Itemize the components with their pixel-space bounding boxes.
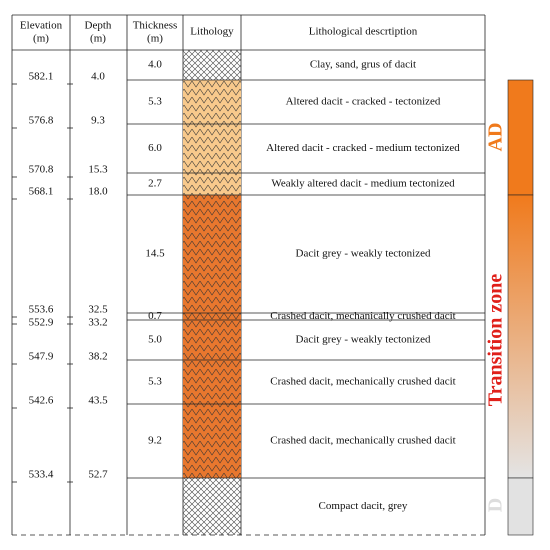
- lithology-pattern: [183, 320, 241, 360]
- lithology-pattern: [183, 313, 241, 320]
- zone-bar: [507, 194, 534, 479]
- zone-bar: [507, 477, 534, 536]
- elevation-label: 533.4: [29, 469, 54, 481]
- depth-label: 9.3: [91, 115, 105, 127]
- layer-description: Altered dacit - cracked - medium tectoni…: [266, 142, 460, 154]
- zone-label: AD: [485, 123, 507, 152]
- layer-description: Crashed dacit, mechanically crushed daci…: [270, 435, 455, 447]
- depth-label: 33.2: [88, 317, 107, 329]
- depth-label: 15.3: [88, 164, 108, 176]
- column-header: Lithological descrtiption: [309, 26, 418, 38]
- depth-label: 52.7: [88, 469, 108, 481]
- layer-description: Dacit grey - weakly tectonized: [296, 334, 431, 346]
- layer-thickness: 5.3: [148, 96, 162, 108]
- column-header: Depth: [85, 20, 112, 32]
- column-unit: (m): [33, 33, 49, 45]
- lithology-pattern: [183, 173, 241, 195]
- layer-description: Dacit grey - weakly tectonized: [296, 248, 431, 260]
- lithology-pattern: [183, 80, 241, 124]
- frame: [11, 14, 486, 536]
- layer-thickness: 4.0: [148, 59, 162, 71]
- zone-label: D: [485, 498, 507, 512]
- lithology-pattern: [183, 478, 241, 535]
- depth-label: 43.5: [88, 395, 108, 407]
- elevation-label: 570.8: [29, 164, 54, 176]
- layer-thickness: 9.2: [148, 435, 162, 447]
- depth-label: 18.0: [88, 186, 108, 198]
- layer-thickness: 5.0: [148, 334, 162, 346]
- elevation-label: 568.1: [29, 186, 54, 198]
- elevation-label: 582.1: [29, 71, 54, 83]
- layer-description: Compact dacit, grey: [319, 500, 408, 512]
- column-unit: (m): [90, 33, 106, 45]
- depth-label: 38.2: [88, 351, 107, 363]
- layer-thickness: 14.5: [145, 248, 165, 260]
- layer-thickness: 2.7: [148, 178, 162, 190]
- layer-description: Weakly altered dacit - medium tectonized: [271, 178, 455, 190]
- elevation-label: 576.8: [29, 115, 54, 127]
- lithology-pattern: [183, 50, 241, 80]
- column-header: Thickness: [133, 20, 178, 32]
- zone-label: Transition zone: [485, 274, 507, 407]
- layer-description: Crashed dacit, mechanically crushed daci…: [270, 376, 455, 388]
- lithology-pattern: [183, 360, 241, 404]
- lithology-pattern: [183, 195, 241, 313]
- elevation-label: 553.6: [29, 304, 54, 316]
- lithology-pattern: [183, 404, 241, 478]
- elevation-label: 542.6: [29, 395, 54, 407]
- layer-thickness: 6.0: [148, 142, 162, 154]
- depth-label: 32.5: [88, 304, 108, 316]
- elevation-label: 552.9: [29, 317, 54, 329]
- lithology-pattern: [183, 124, 241, 173]
- column-header: Lithology: [190, 26, 234, 38]
- zone-bar: [507, 79, 534, 196]
- elevation-label: 547.9: [29, 351, 54, 363]
- column-header: Elevation: [20, 20, 63, 32]
- column-unit: (m): [147, 33, 163, 45]
- layer-description: Clay, sand, grus of dacit: [310, 59, 416, 71]
- layer-description: Altered dacit - cracked - tectonized: [286, 96, 441, 108]
- depth-label: 4.0: [91, 71, 105, 83]
- layer-thickness: 5.3: [148, 376, 162, 388]
